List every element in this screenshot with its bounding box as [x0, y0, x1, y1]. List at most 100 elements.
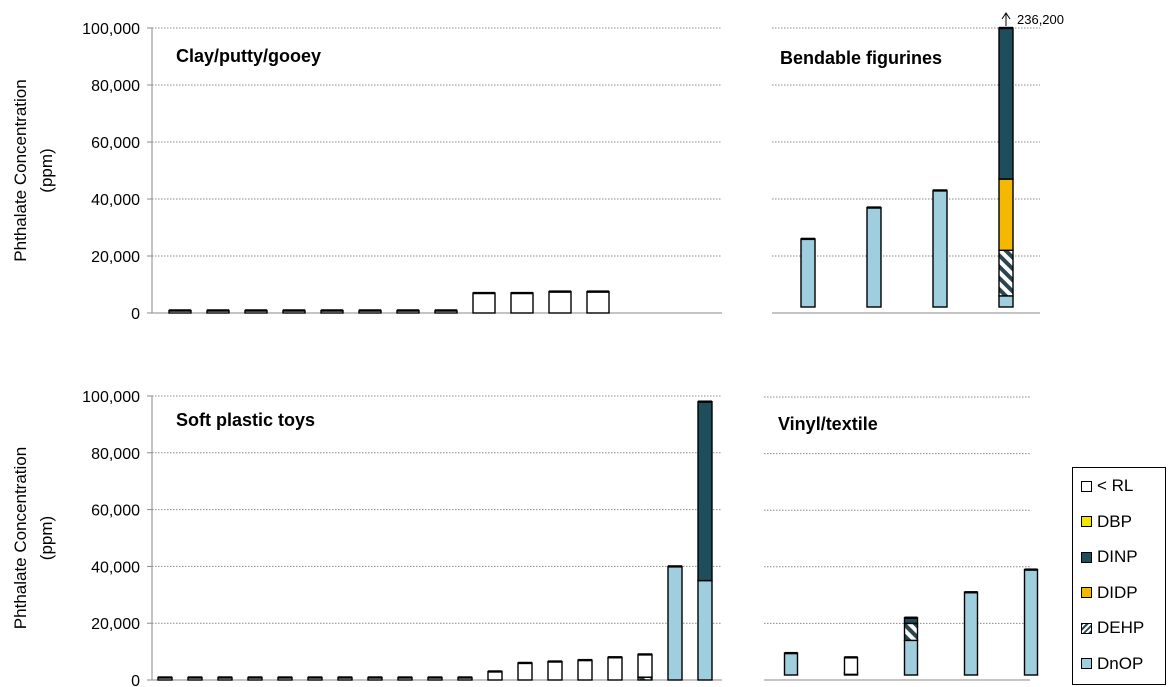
y-axis-label: Phthalate Concentration — [11, 447, 30, 629]
bar-4 — [282, 309, 306, 314]
bar-3 — [903, 616, 919, 676]
y-tick-label: 0 — [131, 673, 140, 687]
legend-swatch-dnop — [1081, 658, 1092, 669]
bar-1 — [800, 237, 816, 308]
y-axis-label-unit: (ppm) — [37, 516, 56, 560]
bar-16 — [607, 656, 623, 681]
y-tick-label: 100,000 — [82, 389, 140, 406]
bar-segment-rl — [843, 656, 859, 676]
bar-5 — [277, 676, 293, 681]
bar-8 — [367, 676, 383, 681]
bar-12 — [586, 290, 610, 314]
bar-segment-dinp — [998, 27, 1014, 180]
bar-7 — [337, 676, 353, 681]
bar-segment-rl — [547, 660, 563, 681]
y-tick-label: 0 — [131, 306, 140, 323]
bar-segment-rl — [472, 292, 496, 314]
chart-panel-1: 0 20,000 40,000 60,000 80,000 100,000 Phthalat… — [11, 21, 722, 323]
bar-segment-didp — [998, 178, 1014, 252]
y-tick-label: 60,000 — [91, 503, 140, 520]
bar-5 — [1023, 568, 1039, 676]
bar-segment-dinp — [697, 400, 713, 582]
bar-2 — [843, 656, 859, 676]
off-scale-value-label: 236,200 — [1017, 12, 1064, 27]
bar-4 — [998, 26, 1014, 308]
y-tick-label: 80,000 — [91, 446, 140, 463]
bar-3 — [217, 676, 233, 681]
legend-label: DIDP — [1097, 582, 1138, 602]
y-tick-label: 80,000 — [91, 78, 140, 95]
legend-item-rl: < RL — [1081, 474, 1133, 498]
bar-segment-dnop — [998, 295, 1014, 308]
bar-2 — [206, 309, 230, 314]
bar-segment-dnop — [866, 206, 882, 308]
bar-segment-dnop — [903, 639, 919, 676]
legend-item-dbp: DBP — [1081, 510, 1132, 534]
bar-segment-rl — [577, 659, 593, 681]
bar-segment-rl — [487, 670, 503, 681]
bar-segment-rl — [637, 653, 653, 678]
bar-segment-rl — [607, 656, 623, 681]
bar-6 — [307, 676, 323, 681]
legend-item-dinp: DINP — [1081, 545, 1138, 569]
bar-2 — [866, 206, 882, 308]
bar-8 — [434, 309, 458, 314]
bar-segment-rl — [510, 292, 534, 314]
y-axis-label: Phthalate Concentration — [11, 79, 30, 261]
y-tick-label: 40,000 — [91, 559, 140, 576]
bar-segment-rl — [517, 662, 533, 681]
bar-3 — [244, 309, 268, 314]
bar-segment-rl — [548, 290, 572, 314]
chart-panel-2: Bendable figurines 236,200 — [772, 12, 1064, 314]
bar-1 — [783, 651, 799, 676]
legend-swatch-didp — [1081, 587, 1092, 598]
bar-segment-dnop — [1023, 568, 1039, 676]
legend-swatch-dbp — [1081, 516, 1092, 527]
y-tick-label: 40,000 — [91, 192, 140, 209]
y-axis-label-unit: (ppm) — [37, 148, 56, 192]
bar-5 — [320, 309, 344, 314]
off-scale-arrowhead — [1001, 12, 1011, 20]
bar-segment-dnop — [963, 591, 979, 676]
bar-11 — [457, 676, 473, 681]
bar-7 — [396, 309, 420, 314]
chart-legend: < RL DBP DINP DIDP DEHP DnOP — [1072, 467, 1166, 685]
bar-9 — [397, 676, 413, 681]
bar-12 — [487, 670, 503, 681]
panel-title: Clay/putty/gooey — [176, 46, 321, 66]
bar-11 — [548, 290, 572, 314]
bar-6 — [358, 309, 382, 314]
bar-17 — [637, 653, 653, 681]
bar-19 — [697, 400, 713, 681]
bar-segment-rl — [586, 290, 610, 314]
bar-14 — [547, 660, 563, 681]
legend-item-dehp: DEHP — [1081, 616, 1144, 640]
bar-15 — [577, 658, 593, 681]
y-tick-label: 20,000 — [91, 249, 140, 266]
bar-segment-dnop — [697, 579, 713, 681]
y-tick-label: 100,000 — [82, 21, 140, 38]
bar-1 — [157, 676, 173, 681]
legend-item-dnop: DnOP — [1081, 652, 1143, 676]
legend-label: DnOP — [1097, 653, 1144, 673]
bar-4 — [963, 591, 979, 676]
bar-9 — [472, 291, 496, 314]
panel-title: Bendable figurines — [780, 48, 942, 68]
bar-4 — [247, 676, 263, 681]
bar-segment-dnop — [932, 189, 948, 308]
legend-item-didp: DIDP — [1081, 581, 1138, 605]
bar-18 — [667, 565, 683, 681]
bar-segment-dehp — [903, 622, 919, 642]
bar-10 — [427, 676, 443, 681]
bar-1 — [168, 309, 192, 314]
bar-segment-dnop — [800, 238, 816, 308]
bar-segment-dnop — [783, 652, 799, 676]
bar-2 — [187, 676, 203, 681]
legend-label: < RL — [1097, 476, 1134, 495]
legend-label: DINP — [1097, 547, 1138, 566]
legend-label: DBP — [1097, 511, 1132, 531]
bar-10 — [510, 291, 534, 314]
panel-title: Soft plastic toys — [176, 410, 315, 430]
legend-swatch-dehp — [1081, 622, 1092, 634]
